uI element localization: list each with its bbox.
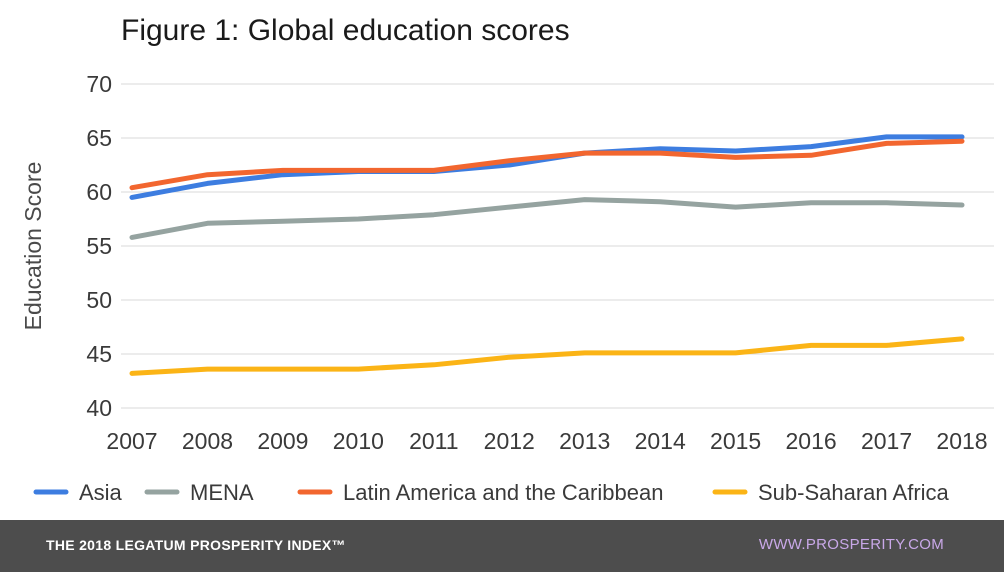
x-tick-label: 2008 [182, 428, 233, 454]
x-tick-label: 2016 [786, 428, 837, 454]
gridlines [121, 83, 994, 409]
y-axis-label: Education Score [20, 162, 46, 331]
x-axis-ticks: 2007 2008 2009 2010 2011 2012 2013 2014 2015 2016… [106, 428, 987, 454]
footer-url[interactable]: WWW.PROSPERITY.COM [758, 536, 944, 553]
series-line [129, 197, 965, 240]
series-sub-saharan-africa [129, 336, 965, 376]
y-tick-label: 65 [86, 125, 112, 151]
x-tick-label: 2013 [559, 428, 610, 454]
line-chart: Figure 1: Global education scores 40 45 50… [20, 14, 994, 505]
series-line [129, 336, 965, 376]
legend: Asia MENA Latin America and the Caribbean S… [33, 480, 950, 505]
footer-brand: THE 2018 LEGATUM PROSPERITY INDEX™ [46, 537, 346, 553]
x-tick-label: 2017 [861, 428, 912, 454]
series-asia [129, 134, 965, 200]
legend-label: Asia [79, 480, 123, 505]
x-tick-label: 2015 [710, 428, 761, 454]
y-tick-label: 70 [86, 71, 112, 97]
x-tick-label: 2009 [257, 428, 308, 454]
x-tick-label: 2012 [484, 428, 535, 454]
y-tick-label: 55 [86, 233, 112, 259]
y-axis-ticks: 40 45 50 55 60 65 70 [86, 71, 112, 421]
series-lines [129, 134, 965, 376]
series-latin-america-and-the-caribbean [129, 138, 965, 191]
x-tick-label: 2014 [635, 428, 686, 454]
x-tick-label: 2007 [106, 428, 157, 454]
y-tick-label: 45 [86, 341, 112, 367]
x-tick-label: 2010 [333, 428, 384, 454]
x-tick-label: 2011 [409, 428, 458, 454]
series-mena [129, 197, 965, 240]
legend-label: Latin America and the Caribbean [343, 480, 663, 505]
series-line [129, 138, 965, 191]
x-tick-label: 2018 [936, 428, 987, 454]
footer-bar: THE 2018 LEGATUM PROSPERITY INDEX™ WWW.P… [0, 520, 1004, 572]
legend-label: Sub-Saharan Africa [758, 480, 950, 505]
y-tick-label: 60 [86, 179, 112, 205]
chart-title: Figure 1: Global education scores [121, 14, 570, 47]
legend-label: MENA [190, 480, 254, 505]
y-tick-label: 40 [86, 395, 112, 421]
y-tick-label: 50 [86, 287, 112, 313]
series-line [129, 134, 965, 200]
